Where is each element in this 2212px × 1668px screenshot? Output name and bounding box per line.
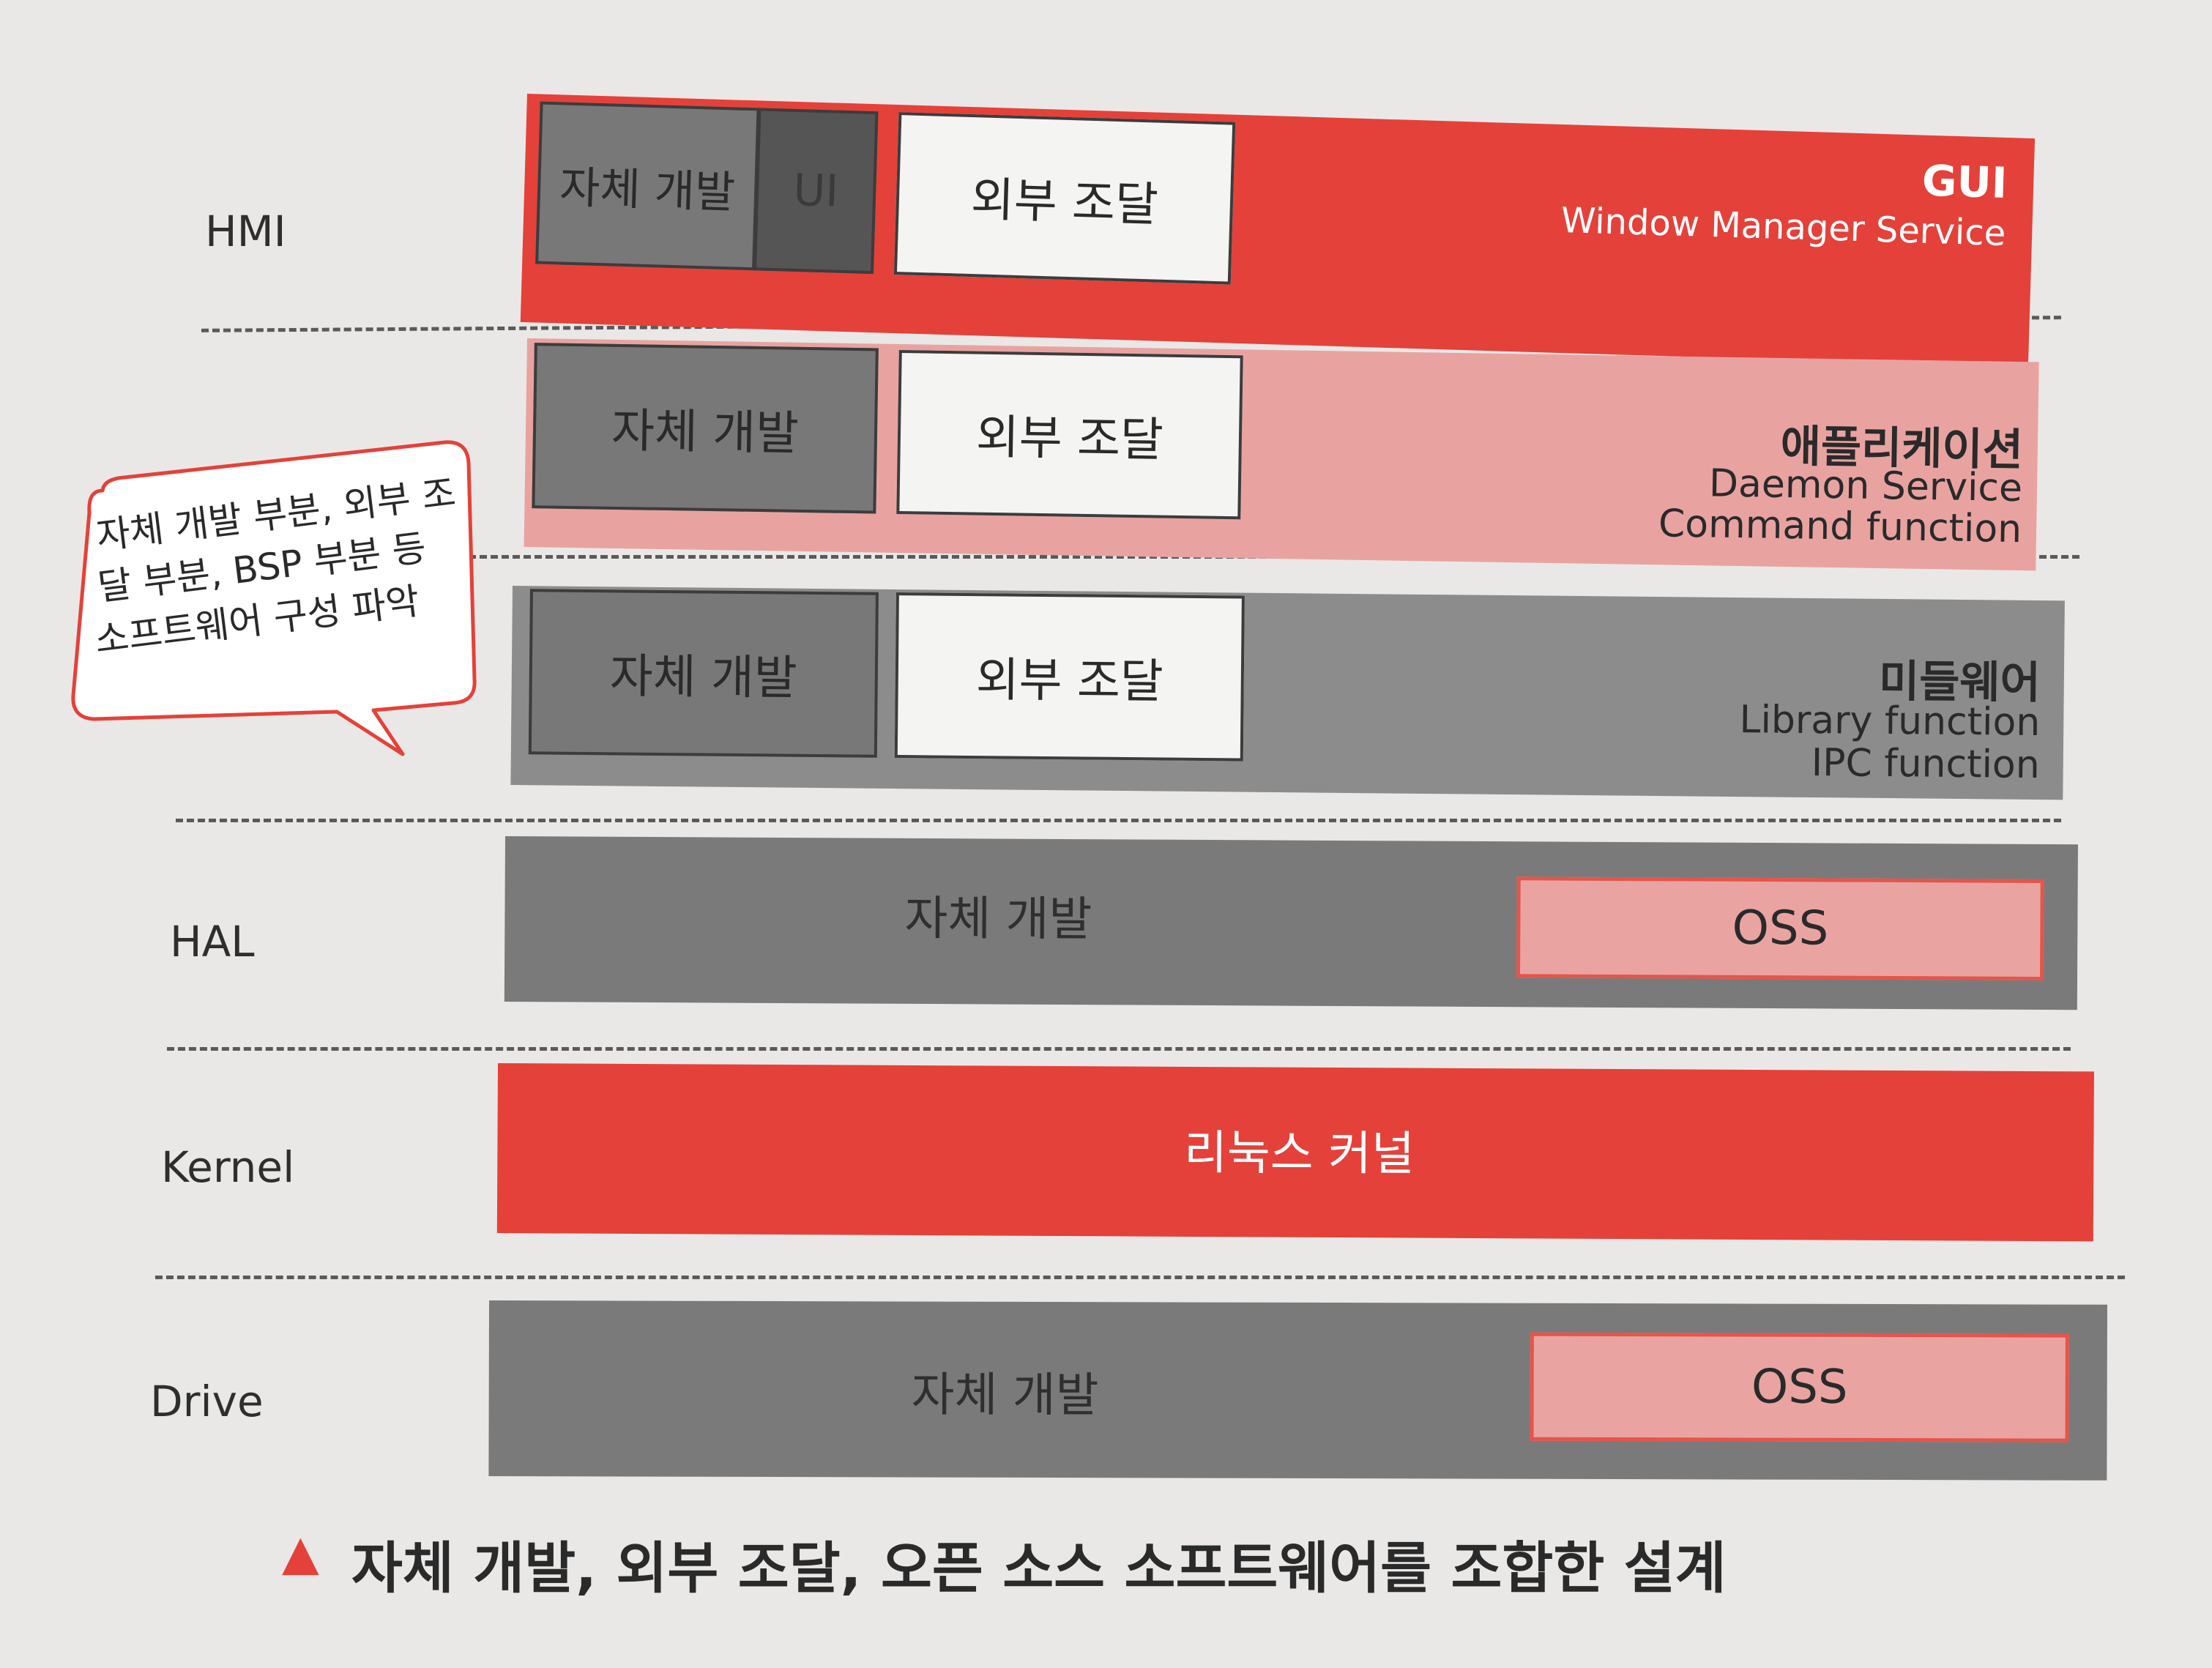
callout-bubble	[71, 440, 477, 756]
separator-5	[155, 1276, 2125, 1279]
application-line2: Command function	[1658, 502, 2022, 552]
separator-3	[176, 819, 2061, 822]
separator-4	[167, 1047, 2071, 1051]
hal-oss-box: OSS	[1516, 876, 2044, 981]
app-external-box: 외부 조달	[896, 349, 1243, 520]
drive-self-dev-label: 자체 개발	[911, 1368, 1099, 1423]
mw-external-box: 외부 조달	[894, 592, 1245, 762]
mw-self-dev-box: 자체 개발	[528, 589, 879, 758]
gui-self-dev-label: 자체 개발	[559, 161, 737, 218]
layer-label-hmi: HMI	[205, 206, 286, 256]
drive-oss-label: OSS	[1751, 1360, 1848, 1415]
hal-oss-label: OSS	[1732, 901, 1829, 956]
gui-band: 자체 개발 UI 외부 조달 GUI Window Manager Servic…	[520, 94, 2036, 367]
layer-label-hal: HAL	[170, 917, 255, 967]
gui-external-box: 외부 조달	[893, 112, 1236, 285]
caption-marker: ▲	[282, 1524, 319, 1581]
middleware-line1: Library function	[1739, 698, 2041, 745]
mw-external-label: 외부 조달	[975, 653, 1164, 710]
gui-self-dev-box: 자체 개발	[535, 101, 760, 271]
kernel-label: 리눅스 커널	[1183, 1125, 1415, 1182]
app-self-dev-box: 자체 개발	[532, 343, 879, 514]
kernel-band: 리눅스 커널	[496, 1063, 2094, 1242]
drive-band: 자체 개발 OSS	[488, 1300, 2107, 1481]
middleware-line2: IPC function	[1811, 741, 2041, 788]
gui-title: GUI	[1921, 155, 2008, 209]
application-band: 자체 개발 외부 조달 애플리케이션 Daemon Service Comman…	[524, 338, 2039, 571]
gui-ui-label: UI	[792, 164, 840, 217]
gui-subtitle: Window Manager Service	[1560, 199, 2007, 254]
hal-self-dev-label: 자체 개발	[904, 891, 1092, 947]
gui-external-label: 외부 조달	[969, 173, 1159, 233]
app-external-label: 외부 조달	[975, 410, 1164, 468]
gui-ui-box: UI	[753, 108, 879, 275]
middleware-band: 자체 개발 외부 조달 미들웨어 Library function IPC fu…	[510, 586, 2065, 800]
layer-label-kernel: Kernel	[161, 1142, 295, 1192]
mw-self-dev-label: 자체 개발	[609, 649, 798, 706]
caption-text: 자체 개발, 외부 조달, 오픈 소스 소프트웨어를 조합한 설계	[351, 1535, 1727, 1601]
hal-band: 자체 개발 OSS	[504, 836, 2078, 1010]
app-self-dev-label: 자체 개발	[611, 403, 800, 461]
layer-label-drive: Drive	[150, 1377, 264, 1426]
drive-oss-box: OSS	[1530, 1332, 2069, 1442]
